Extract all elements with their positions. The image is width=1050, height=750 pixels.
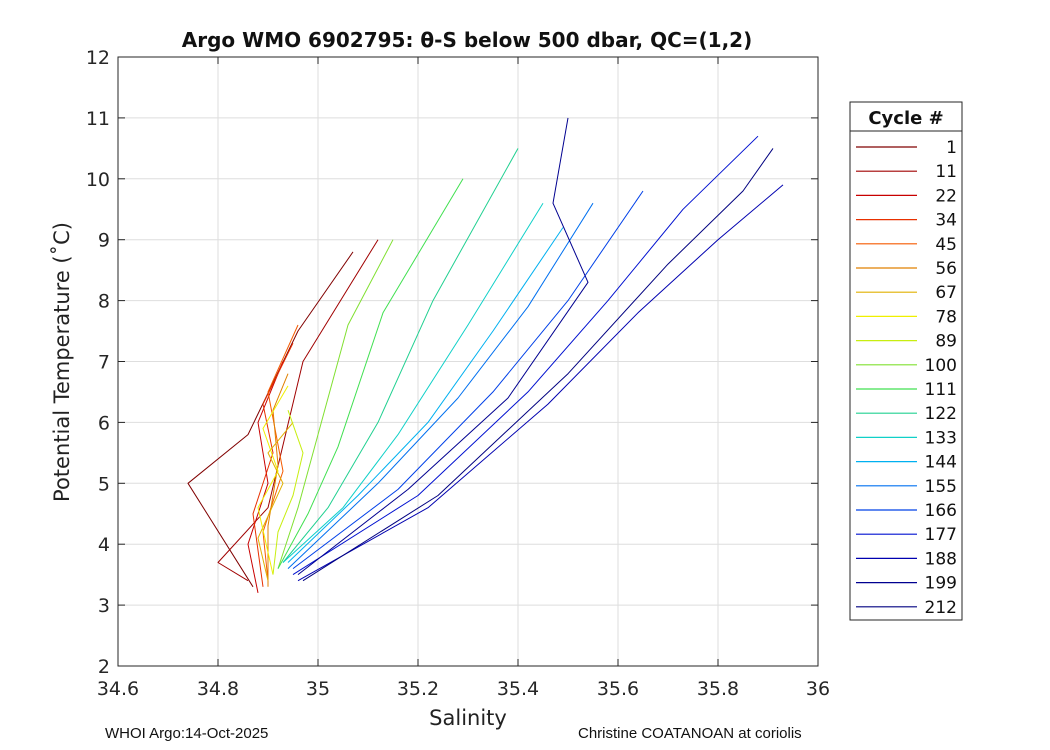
x-tick-label: 36	[806, 678, 830, 700]
x-tick-label: 35.4	[497, 678, 539, 700]
legend: Cycle #111223445566778891001111221331441…	[849, 101, 963, 621]
series-line-cycle-78	[257, 385, 289, 575]
series-line-cycle-22	[247, 361, 284, 594]
y-axis-label: Potential Temperature (˚C)	[50, 222, 74, 502]
x-tick-label: 34.6	[97, 678, 139, 700]
legend-label: 11	[935, 162, 957, 182]
series-line-cycle-100	[277, 239, 394, 569]
legend-label: 155	[925, 477, 957, 497]
x-tick-label: 35	[306, 678, 330, 700]
legend-label: 122	[925, 404, 957, 424]
x-tick-label: 35.6	[597, 678, 639, 700]
series-line-cycle-56	[267, 373, 289, 587]
series-line-cycle-111	[277, 178, 464, 569]
y-tick-label: 7	[98, 352, 110, 374]
y-tick-label: 10	[86, 169, 110, 191]
legend-label: 67	[935, 283, 957, 303]
legend-label: 22	[935, 186, 957, 206]
legend-label: 144	[925, 453, 957, 473]
series-line-cycle-1	[187, 251, 354, 588]
series-line-cycle-133	[282, 202, 544, 563]
series-line-cycle-155	[287, 202, 594, 569]
series-lines	[187, 117, 784, 594]
legend-label: 166	[925, 501, 957, 521]
series-line-cycle-177	[292, 135, 759, 576]
series-line-cycle-188	[297, 184, 784, 582]
series-line-cycle-11	[217, 239, 379, 582]
x-tick-label: 35.2	[397, 678, 439, 700]
legend-label: 188	[925, 549, 957, 569]
legend-label: 89	[935, 332, 957, 352]
legend-label: 133	[925, 428, 957, 448]
footer-left: WHOI Argo:14-Oct-2025	[105, 725, 269, 742]
legend-label: 56	[935, 259, 957, 279]
plot-area: 34.6 34.8 35 35.2 35.4 35.6 35.8 36 2 3 4 5 6 7 8 9 10 11…	[86, 47, 830, 700]
y-tick-label: 6	[98, 412, 110, 434]
legend-label: 34	[935, 211, 957, 231]
series-line-cycle-34	[252, 342, 294, 587]
chart-title: Argo WMO 6902795: θ-S below 500 dbar, QC…	[182, 28, 752, 52]
y-tick-label: 8	[98, 291, 110, 313]
legend-label: 78	[935, 307, 957, 327]
series-line-cycle-45	[262, 324, 299, 581]
y-tick-label: 12	[86, 47, 110, 69]
y-tick-label: 2	[98, 656, 110, 678]
y-tick-label: 11	[86, 108, 110, 130]
legend-label: 100	[925, 356, 957, 376]
legend-label: 177	[925, 525, 957, 545]
series-line-cycle-89	[272, 410, 304, 575]
y-tick-label: 9	[98, 230, 110, 252]
x-tick-label: 34.8	[197, 678, 239, 700]
legend-title: Cycle #	[868, 108, 943, 129]
x-axis-label: Salinity	[429, 706, 507, 730]
y-tick-label: 4	[98, 534, 110, 556]
series-line-cycle-166	[292, 190, 644, 569]
series-line-cycle-67	[257, 422, 294, 581]
series-line-cycle-144	[287, 227, 564, 563]
legend-label: 45	[935, 235, 957, 255]
series-line-cycle-122	[282, 148, 519, 563]
ticks: 34.6 34.8 35 35.2 35.4 35.6 35.8 36 2 3 4 5 6 7 8 9 10 11…	[86, 47, 830, 700]
y-tick-label: 3	[98, 595, 110, 617]
legend-label: 1	[946, 138, 957, 158]
series-line-cycle-212	[302, 148, 774, 582]
x-tick-label: 35.8	[697, 678, 739, 700]
legend-label: 212	[925, 598, 957, 618]
y-tick-label: 5	[98, 473, 110, 495]
legend-label: 199	[925, 574, 957, 594]
footer-right: Christine COATANOAN at coriolis	[578, 725, 802, 742]
legend-label: 111	[925, 380, 957, 400]
series-line-cycle-199	[297, 117, 589, 575]
